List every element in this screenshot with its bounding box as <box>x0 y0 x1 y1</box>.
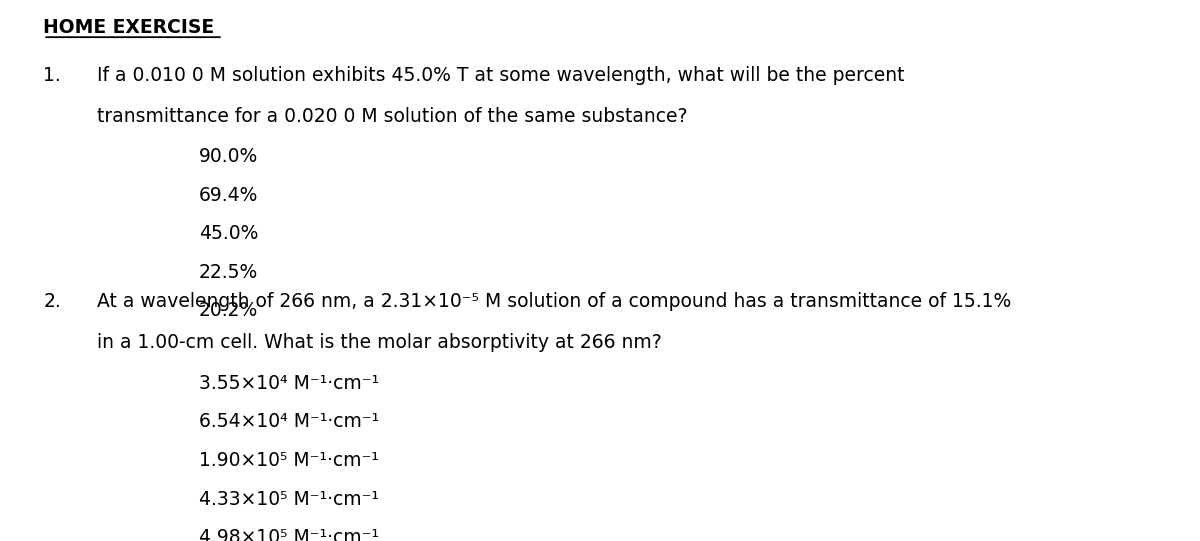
Text: 90.0%: 90.0% <box>199 147 258 166</box>
Text: 4.98×10⁵ M⁻¹·cm⁻¹: 4.98×10⁵ M⁻¹·cm⁻¹ <box>199 528 379 541</box>
Text: in a 1.00-cm cell. What is the molar absorptivity at 266 nm?: in a 1.00-cm cell. What is the molar abs… <box>97 333 661 352</box>
Text: If a 0.010 0 M solution exhibits 45.0% T at some wavelength, what will be the pe: If a 0.010 0 M solution exhibits 45.0% T… <box>97 65 904 85</box>
Text: 20.2%: 20.2% <box>199 301 258 320</box>
Text: 6.54×10⁴ M⁻¹·cm⁻¹: 6.54×10⁴ M⁻¹·cm⁻¹ <box>199 412 379 432</box>
Text: HOME EXERCISE: HOME EXERCISE <box>43 18 215 37</box>
Text: At a wavelength of 266 nm, a 2.31×10⁻⁵ M solution of a compound has a transmitta: At a wavelength of 266 nm, a 2.31×10⁻⁵ M… <box>97 292 1010 312</box>
Text: 2.: 2. <box>43 292 61 312</box>
Text: 22.5%: 22.5% <box>199 263 258 282</box>
Text: 1.90×10⁵ M⁻¹·cm⁻¹: 1.90×10⁵ M⁻¹·cm⁻¹ <box>199 451 379 470</box>
Text: 3.55×10⁴ M⁻¹·cm⁻¹: 3.55×10⁴ M⁻¹·cm⁻¹ <box>199 374 379 393</box>
Text: 4.33×10⁵ M⁻¹·cm⁻¹: 4.33×10⁵ M⁻¹·cm⁻¹ <box>199 490 379 509</box>
Text: transmittance for a 0.020 0 M solution of the same substance?: transmittance for a 0.020 0 M solution o… <box>97 107 688 126</box>
Text: 45.0%: 45.0% <box>199 225 258 243</box>
Text: 69.4%: 69.4% <box>199 186 258 205</box>
Text: 1.: 1. <box>43 65 61 85</box>
